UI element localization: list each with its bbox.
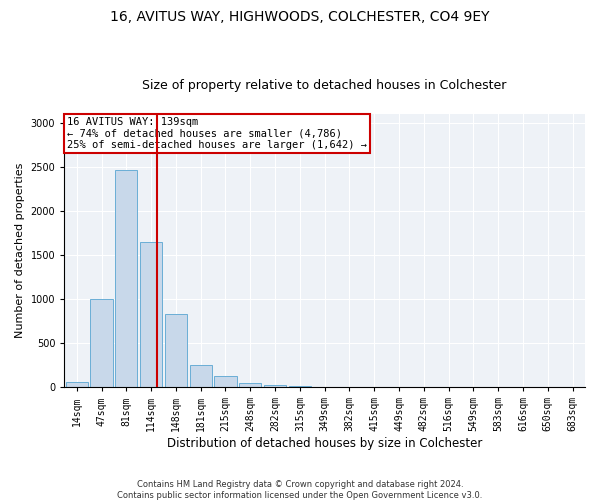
Text: 16 AVITUS WAY: 139sqm
← 74% of detached houses are smaller (4,786)
25% of semi-d: 16 AVITUS WAY: 139sqm ← 74% of detached … <box>67 116 367 150</box>
Y-axis label: Number of detached properties: Number of detached properties <box>15 163 25 338</box>
Text: Contains HM Land Registry data © Crown copyright and database right 2024.
Contai: Contains HM Land Registry data © Crown c… <box>118 480 482 500</box>
Bar <box>239 383 262 387</box>
Bar <box>65 382 88 387</box>
Title: Size of property relative to detached houses in Colchester: Size of property relative to detached ho… <box>142 79 507 92</box>
Bar <box>91 299 113 387</box>
Bar <box>165 314 187 387</box>
Bar <box>289 386 311 387</box>
Bar <box>115 170 137 387</box>
Bar <box>190 365 212 387</box>
Bar <box>140 242 162 387</box>
X-axis label: Distribution of detached houses by size in Colchester: Distribution of detached houses by size … <box>167 437 482 450</box>
Bar <box>214 376 236 387</box>
Text: 16, AVITUS WAY, HIGHWOODS, COLCHESTER, CO4 9EY: 16, AVITUS WAY, HIGHWOODS, COLCHESTER, C… <box>110 10 490 24</box>
Bar <box>264 384 286 387</box>
